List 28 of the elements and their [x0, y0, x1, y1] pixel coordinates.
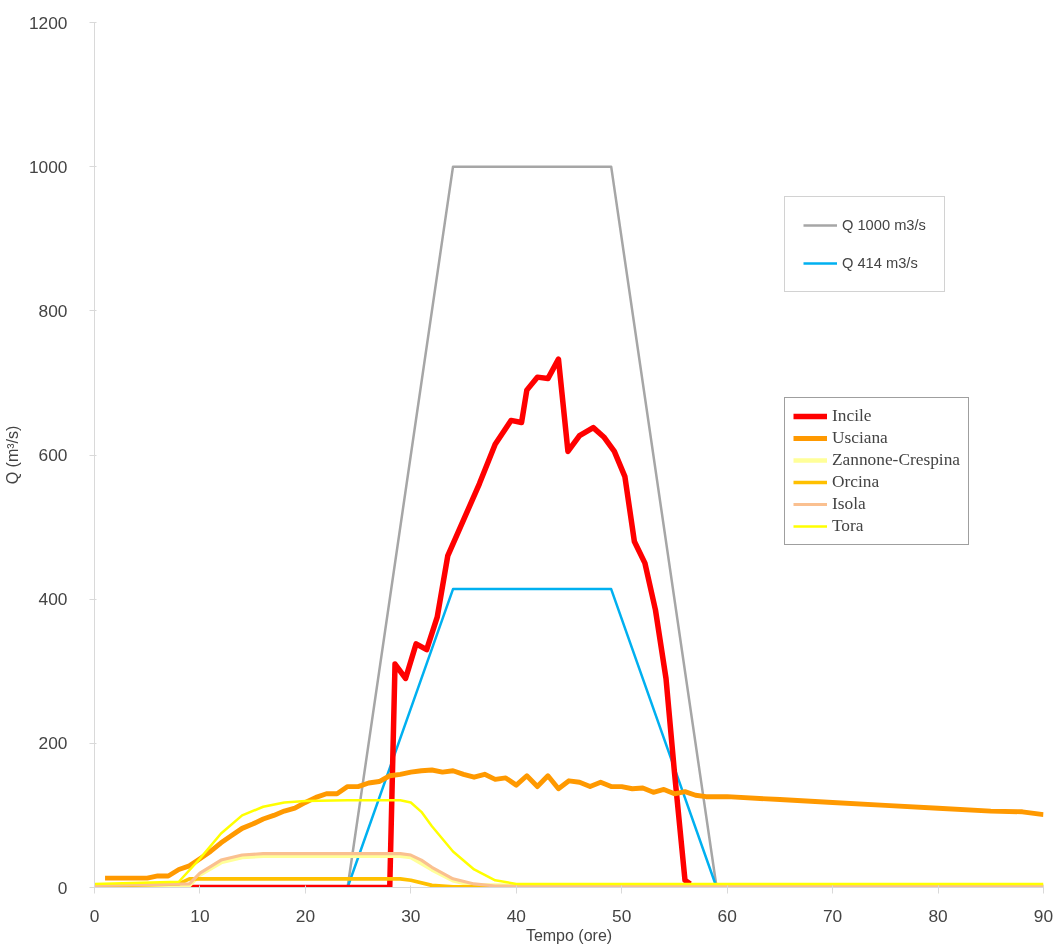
y-axis-title: Q (m³/s)	[3, 425, 21, 485]
legend-label: Zannone-Crespina	[832, 450, 960, 470]
y-tick-label: 0	[57, 877, 68, 898]
x-axis-title: Tempo (ore)	[525, 926, 613, 944]
x-tick-label: 50	[612, 905, 632, 926]
x-tick-label: 80	[928, 905, 948, 926]
legend-label: Tora	[832, 516, 864, 536]
y-tick-label: 800	[38, 300, 68, 321]
legend-label: Q 414 m3/s	[842, 255, 918, 271]
y-tick-label: 600	[38, 445, 68, 465]
legend-label: Isola	[832, 494, 866, 514]
x-tick-label: 10	[190, 905, 210, 926]
x-tick-label: 30	[401, 905, 421, 926]
x-tick-label: 40	[506, 905, 526, 926]
x-tick-label: 20	[295, 905, 316, 926]
y-tick-label: 1200	[28, 12, 68, 33]
legend-label: Orcina	[832, 472, 880, 492]
y-tick-label: 200	[38, 733, 68, 754]
line-series	[102, 767, 1044, 881]
x-tick-label: 0	[89, 905, 100, 926]
legend-label: Q 1000 m3/s	[842, 217, 926, 233]
y-tick-label: 1000	[28, 156, 68, 177]
x-tick-label: 70	[822, 905, 843, 926]
legend-label: Incile	[832, 406, 872, 426]
y-tick-label: 400	[38, 589, 68, 610]
x-tick-label: 90	[1033, 905, 1054, 926]
x-tick-label: 60	[717, 905, 737, 926]
legend-label: Usciana	[832, 428, 888, 448]
